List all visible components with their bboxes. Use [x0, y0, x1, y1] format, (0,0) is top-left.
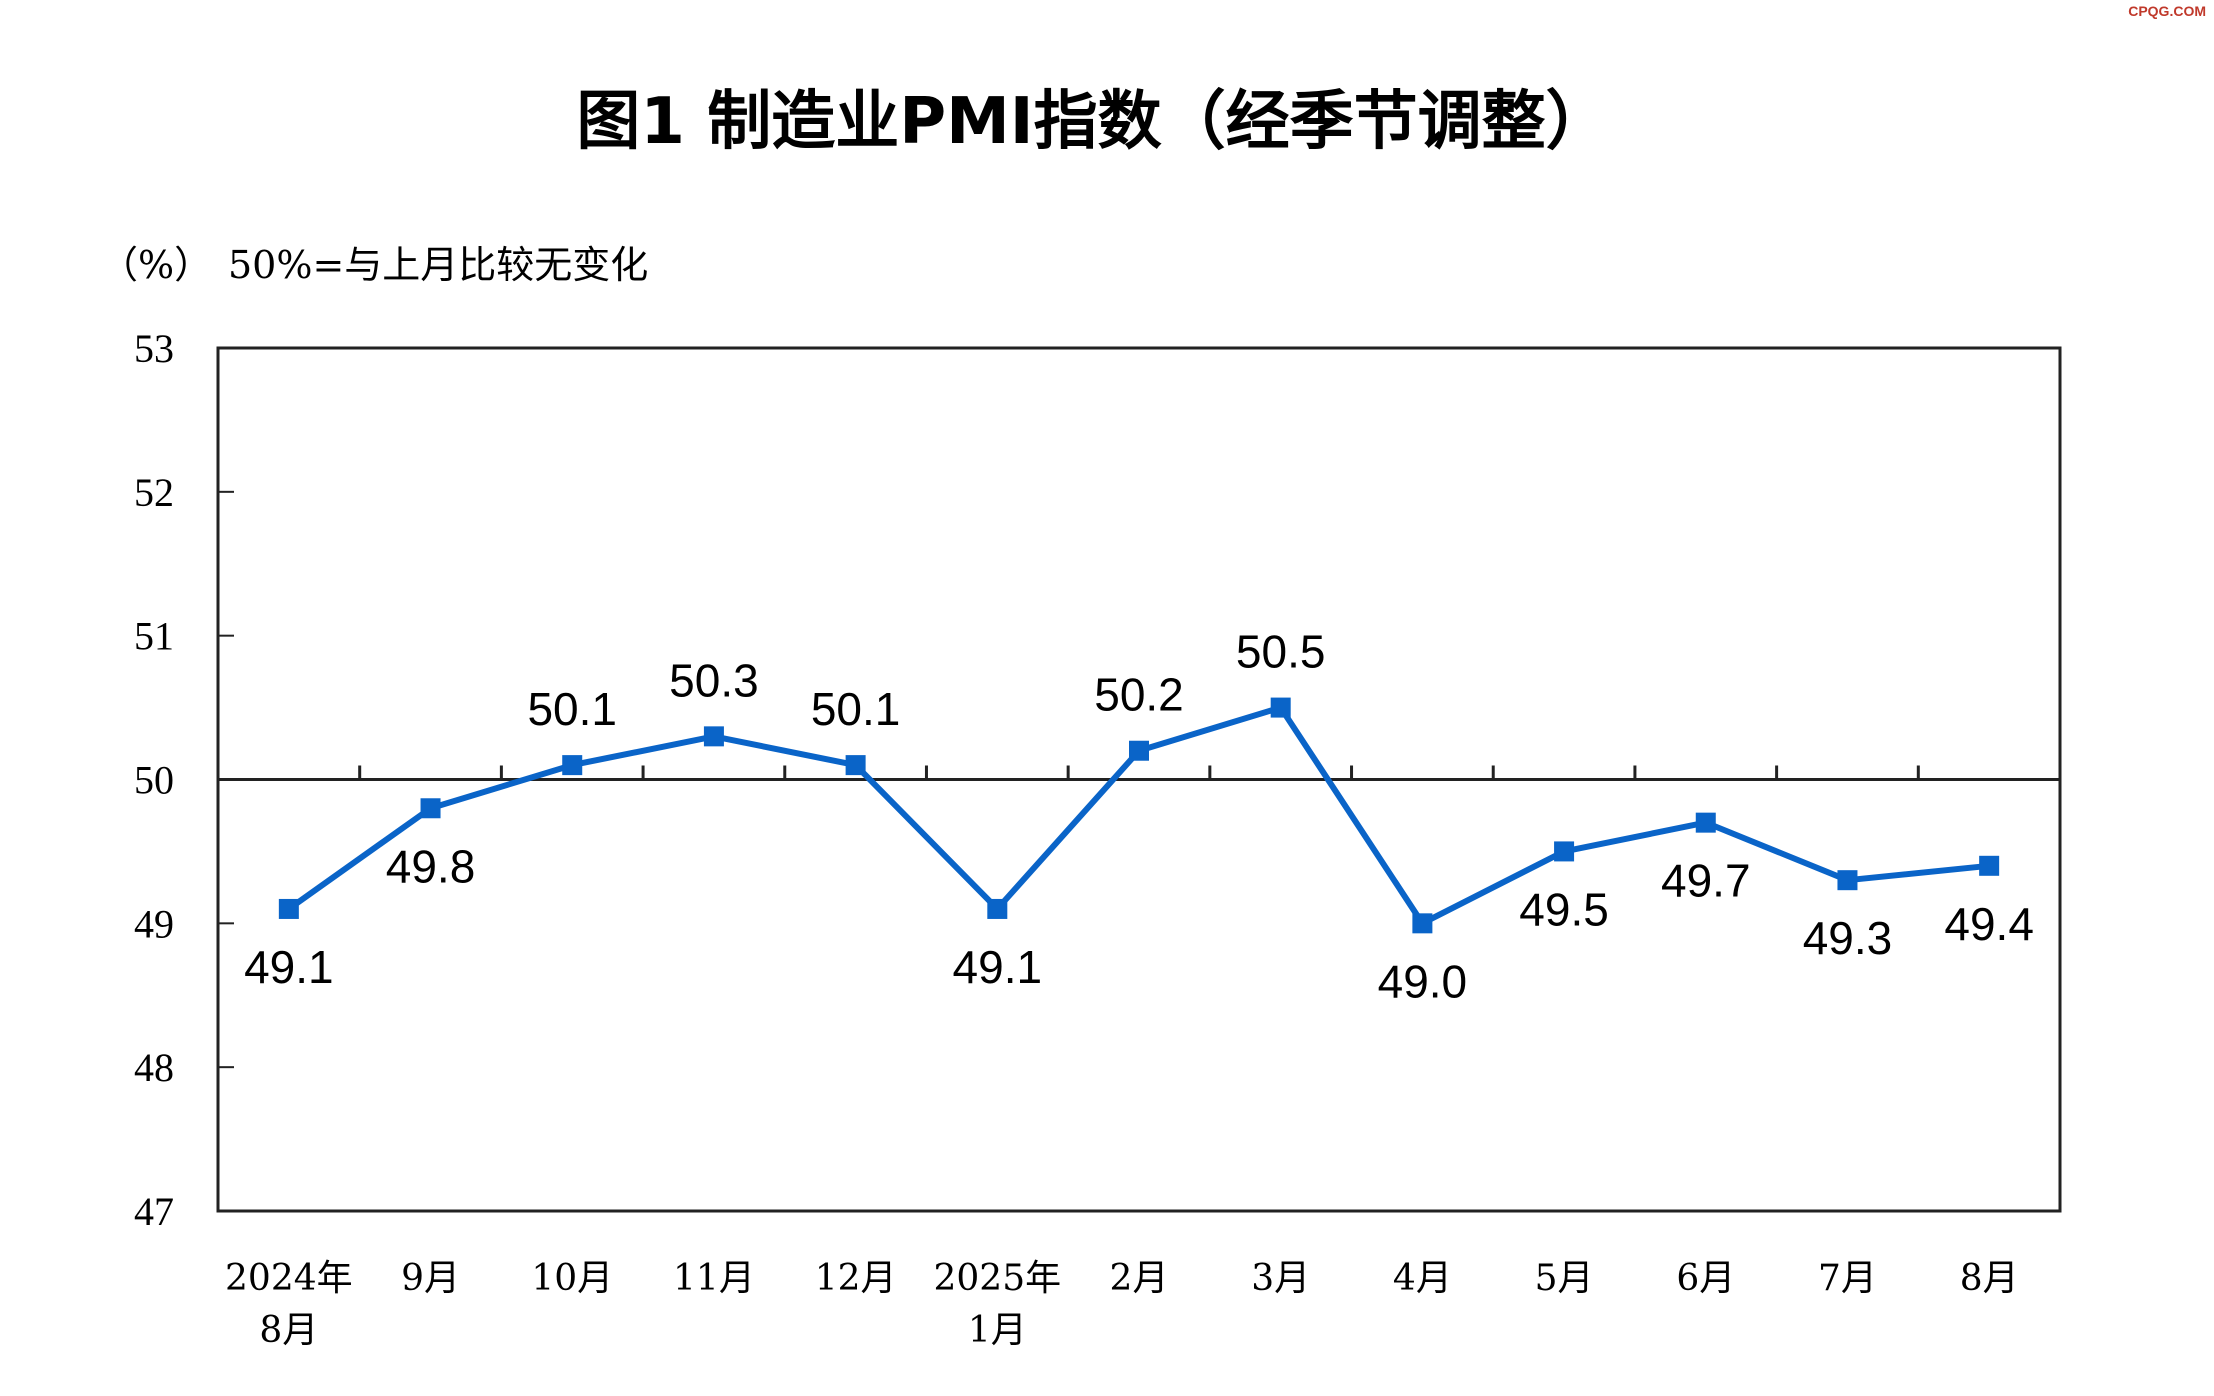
data-point — [278, 898, 299, 919]
series-pmi — [278, 697, 2000, 934]
data-point — [1129, 740, 1149, 761]
x-tick-label: 2024年 8月 — [225, 1258, 353, 1351]
data-label: 49.1 — [244, 941, 334, 993]
data-point — [1837, 870, 1858, 891]
x-tick-label: 5月 — [1535, 1258, 1594, 1299]
x-tick-label: 6月 — [1676, 1258, 1735, 1299]
data-point — [420, 798, 441, 819]
x-tick-label: 12月 — [815, 1258, 897, 1299]
y-axis: 53 52 51 50 49 48 47 — [134, 326, 234, 1234]
data-label: 50.5 — [1236, 626, 1326, 678]
x-tick-label: 2025年 1月 — [933, 1258, 1061, 1351]
y-tick-label: 48 — [134, 1045, 174, 1090]
y-tick-label: 49 — [134, 901, 174, 946]
x-tick-label: 2月 — [1110, 1258, 1169, 1299]
x-tick-label: 11月 — [673, 1258, 755, 1299]
data-label: 50.2 — [1094, 669, 1184, 721]
data-point — [1412, 913, 1433, 934]
data-label: 50.1 — [527, 683, 617, 735]
y-tick-label: 51 — [134, 614, 174, 659]
x-tick-label: 8月 — [1960, 1258, 2019, 1299]
data-label: 49.0 — [1378, 955, 1468, 1007]
reference-line — [218, 765, 2060, 781]
x-tick-label: 10月 — [531, 1258, 613, 1299]
data-label: 50.3 — [669, 654, 759, 706]
data-label: 49.1 — [953, 941, 1043, 993]
x-tick-label: 9月 — [401, 1258, 460, 1299]
chart-title: 图1 制造业PMI指数（经季节调整） — [576, 85, 1609, 159]
data-label: 49.8 — [386, 840, 476, 892]
data-point — [703, 726, 724, 747]
data-point — [1695, 812, 1716, 833]
y-tick-label: 50 — [134, 758, 174, 803]
x-tick-label: 4月 — [1393, 1258, 1452, 1299]
x-tick-label: 7月 — [1818, 1258, 1877, 1299]
x-axis: 2024年 8月 9月 10月 11月 12月 2025年 1月 2月 3月 4月 5月 6月 7月 8月 — [225, 1258, 2019, 1351]
data-point — [562, 755, 583, 776]
x-tick-label: 3月 — [1251, 1258, 1310, 1299]
data-label: 50.1 — [811, 683, 901, 735]
y-tick-label: 53 — [134, 326, 174, 371]
data-label: 49.3 — [1803, 912, 1893, 964]
data-point — [987, 898, 1008, 919]
reference-note: 50%=与上月比较无变化 — [228, 243, 648, 287]
data-label: 49.7 — [1661, 855, 1751, 907]
watermark: CPQG.COM — [2128, 3, 2206, 19]
data-point — [1979, 855, 2000, 876]
data-label: 49.5 — [1519, 883, 1609, 935]
y-tick-label: 52 — [134, 470, 174, 515]
data-label: 49.4 — [1944, 898, 2034, 950]
data-labels: 49.1 49.8 50.1 50.3 50.1 49.1 50.2 50.5 49.0 49.5… — [244, 626, 2034, 1008]
data-point — [1270, 697, 1291, 718]
y-tick-label: 47 — [134, 1189, 174, 1234]
data-point — [1554, 841, 1575, 862]
data-point — [845, 755, 866, 776]
y-unit-label: （%） — [100, 243, 212, 287]
